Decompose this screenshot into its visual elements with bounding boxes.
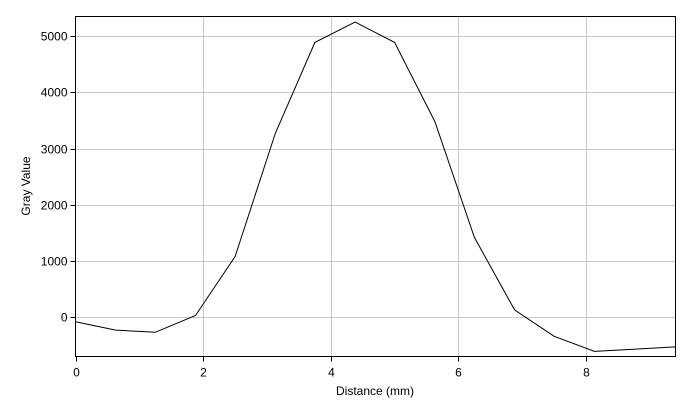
y-tick-label: 3000: [41, 143, 68, 157]
x-axis-title: Distance (mm): [336, 384, 414, 398]
y-tick-label: 4000: [41, 86, 68, 100]
y-axis-title: Gray Value: [19, 156, 33, 215]
x-tick-label: 4: [328, 366, 335, 380]
x-tick-label: 2: [200, 366, 207, 380]
y-tick-label: 0: [61, 311, 68, 325]
y-tick-label: 2000: [41, 199, 68, 213]
y-tick-label: 1000: [41, 255, 68, 269]
series-group: [75, 21, 676, 352]
y-tick-label: 5000: [41, 30, 68, 44]
series-line: [75, 21, 676, 352]
x-tick-label: 6: [455, 366, 462, 380]
plot-frame: [75, 16, 676, 357]
x-tick-label: 0: [73, 366, 80, 380]
x-tick-label: 8: [583, 366, 590, 380]
grid: [75, 16, 676, 357]
axis-ticks: 0 2 4 6 8 0 1000 2000 3000 4000 5000: [41, 30, 590, 380]
